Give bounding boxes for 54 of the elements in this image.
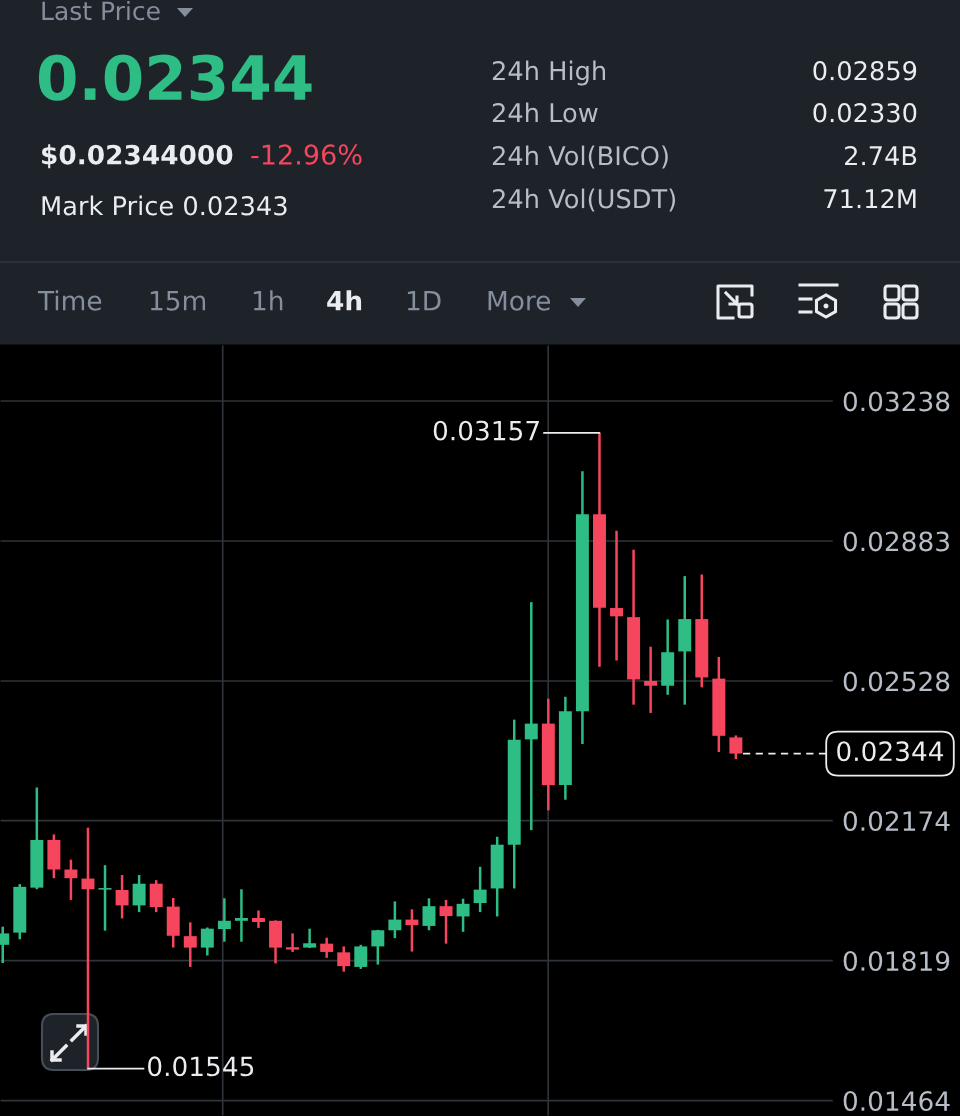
y-tick-label: 0.02174 [843, 811, 950, 832]
candlestick [115, 873, 129, 920]
text: 0.02859 [813, 61, 917, 81]
candlestick [149, 878, 163, 914]
candlestick [234, 887, 248, 943]
y-tick-label: 0.03238 [843, 391, 950, 412]
text: -12.96% [251, 144, 362, 165]
text: 1D [407, 291, 441, 311]
candlestick [354, 943, 368, 971]
candlestick [388, 900, 402, 940]
y-tick-label: 0.02883 [843, 531, 949, 552]
candlestick [439, 898, 453, 945]
candlestick [524, 600, 538, 832]
text: 2.74B [845, 146, 917, 166]
candlestick [337, 945, 351, 973]
candlestick [320, 936, 334, 960]
candlestick [610, 529, 624, 662]
text: 0.02344 [38, 54, 312, 101]
ref-line-label: 0.02344 [837, 741, 944, 762]
text: Time [37, 290, 102, 311]
candlestick [200, 926, 214, 957]
text: 1h [253, 290, 283, 311]
candlestick [286, 932, 300, 954]
candlestick [183, 921, 197, 969]
text: Last Price [42, 0, 160, 21]
text: 24h Low [492, 102, 598, 123]
candlestick [64, 858, 78, 902]
text: 24h Vol(USDT) [492, 188, 676, 212]
text: 71.12M [824, 189, 916, 209]
candlestick [456, 897, 470, 934]
candlestick [81, 826, 95, 1070]
y-tick-label: 0.02528 [843, 671, 950, 692]
annotation: 0.03157 [433, 420, 539, 441]
y-tick-label: 0.01819 [843, 951, 950, 972]
candlestick [217, 897, 231, 943]
y-tick-label: 0.01464 [843, 1091, 950, 1112]
candlestick [405, 908, 419, 953]
text: 0.02330 [813, 103, 917, 123]
candlestick [473, 865, 487, 914]
candlestick [98, 863, 112, 932]
text: More [488, 291, 550, 311]
text: Mark Price 0.02343 [42, 195, 287, 216]
candlestick [729, 734, 743, 761]
candlestick [252, 909, 265, 930]
candlestick [644, 645, 658, 715]
candlestick [422, 897, 436, 932]
text: $0.02344000 [42, 144, 233, 169]
text: 24h High [492, 60, 606, 86]
text: 24h Vol(BICO) [492, 145, 668, 169]
candlestick [371, 928, 385, 966]
candlestick [132, 873, 146, 914]
text: 4h [327, 290, 362, 311]
annotation: 0.01545 [148, 1056, 254, 1077]
text: 15m [150, 291, 206, 311]
